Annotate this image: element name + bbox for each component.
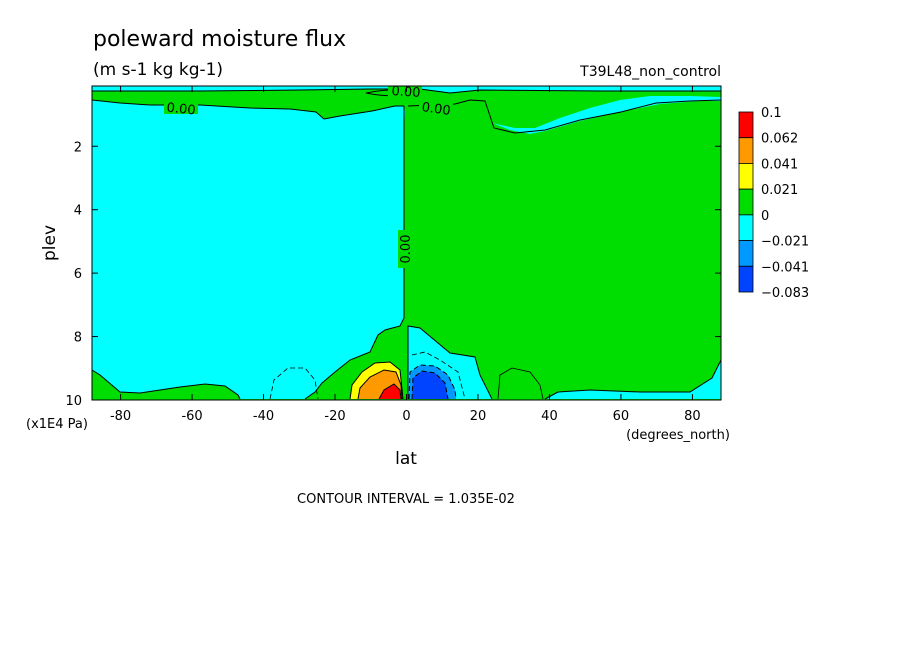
colorbar-swatch <box>738 214 754 241</box>
contour-label-bg-4 <box>398 230 412 268</box>
y-tick-label: 4 <box>74 204 82 219</box>
contour-label-bg-1 <box>164 102 198 114</box>
colorbar-label: 0.021 <box>761 183 798 198</box>
contour-label-bg-2 <box>388 86 422 98</box>
y-tick-label: 2 <box>74 140 82 155</box>
x-axis-label: lat <box>395 449 417 469</box>
contour-label-2: 0.00 <box>391 84 421 101</box>
y-units-label: (x1E4 Pa) <box>26 417 88 432</box>
colorbar-swatch <box>738 188 754 216</box>
colorbar-swatch <box>738 240 754 267</box>
x-axis-ticks: -80 -60 -40 -20 0 20 40 60 80 <box>110 86 701 424</box>
colorbar: 0.1 0.062 0.041 0.021 0 −0.021 −0.041 −0.083 <box>738 106 809 301</box>
colorbar-label: 0 <box>761 209 769 224</box>
fill-strong-positive <box>379 384 401 399</box>
x-tick-label: 20 <box>470 409 487 424</box>
chart-title: poleward moisture flux <box>93 27 346 52</box>
colorbar-label: 0.1 <box>761 106 782 121</box>
y-tick-label: 8 <box>74 331 82 346</box>
colorbar-label: −0.083 <box>761 286 809 301</box>
y-axis-label: plev <box>40 225 60 261</box>
fill-slightly-negative-top <box>92 86 721 93</box>
chart-subtitle: (m s-1 kg kg-1) <box>93 60 223 80</box>
contour-label-3: 0.00 <box>421 100 452 119</box>
colorbar-label: 0.062 <box>761 132 798 147</box>
contour-plot-area: 0.00 0.00 0.00 0.00 <box>91 84 722 401</box>
x-tick-label: 40 <box>541 409 558 424</box>
contour-label-bg-3 <box>419 102 453 114</box>
x-tick-label: 0 <box>402 409 410 424</box>
y-tick-label: 10 <box>65 394 82 409</box>
y-axis-ticks: 2 4 6 8 10 <box>65 140 721 409</box>
fill-slightly-negative-nh-right <box>545 360 721 399</box>
colorbar-label: −0.041 <box>761 260 809 275</box>
colorbar-swatch <box>738 111 754 139</box>
x-tick-label: 60 <box>613 409 630 424</box>
x-units-label: (degrees_north) <box>626 428 730 443</box>
x-tick-label: 80 <box>684 409 701 424</box>
colorbar-swatch <box>738 137 754 164</box>
y-tick-label: 6 <box>74 267 82 282</box>
colorbar-label: −0.021 <box>761 235 809 250</box>
contour-label-1: 0.00 <box>166 101 196 119</box>
x-tick-label: -60 <box>181 409 202 424</box>
colorbar-swatch <box>738 265 754 293</box>
fill-slightly-negative-sh <box>92 100 405 399</box>
colorbar-swatch <box>738 163 754 190</box>
x-tick-label: -40 <box>253 409 274 424</box>
run-label: T39L48_non_control <box>579 64 721 80</box>
contour-interval-note: CONTOUR INTERVAL = 1.035E-02 <box>297 492 515 507</box>
contour-label-4: 0.00 <box>399 235 414 264</box>
x-tick-label: -20 <box>324 409 345 424</box>
fill-negative-2 <box>412 371 448 399</box>
colorbar-label: 0.041 <box>761 157 798 172</box>
x-tick-label: -80 <box>110 409 131 424</box>
